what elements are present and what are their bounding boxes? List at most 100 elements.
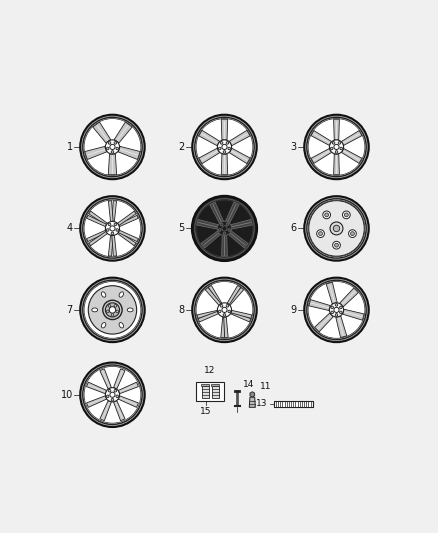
Text: 15: 15: [200, 407, 212, 416]
Polygon shape: [118, 215, 138, 227]
Polygon shape: [210, 202, 223, 223]
Circle shape: [114, 304, 117, 307]
Circle shape: [228, 310, 230, 313]
Polygon shape: [227, 286, 240, 304]
Text: 6: 6: [291, 223, 297, 233]
Circle shape: [108, 223, 111, 225]
Circle shape: [308, 118, 365, 175]
Polygon shape: [221, 154, 228, 175]
Text: 7: 7: [67, 305, 73, 315]
Circle shape: [323, 211, 331, 219]
Polygon shape: [89, 211, 107, 225]
Circle shape: [219, 229, 221, 231]
Circle shape: [222, 144, 227, 150]
Polygon shape: [231, 310, 252, 318]
Circle shape: [80, 362, 145, 427]
Circle shape: [308, 200, 365, 257]
Circle shape: [226, 142, 229, 144]
Circle shape: [103, 300, 122, 320]
Circle shape: [335, 304, 338, 306]
Polygon shape: [87, 215, 106, 227]
Circle shape: [222, 226, 227, 231]
Polygon shape: [343, 309, 364, 320]
Polygon shape: [86, 382, 106, 394]
Circle shape: [308, 281, 365, 338]
Polygon shape: [228, 287, 244, 305]
Polygon shape: [224, 317, 228, 338]
Circle shape: [106, 221, 120, 236]
Circle shape: [84, 281, 141, 338]
Circle shape: [106, 395, 109, 398]
Circle shape: [195, 117, 254, 176]
Circle shape: [334, 144, 339, 150]
Circle shape: [220, 142, 223, 144]
Circle shape: [83, 117, 142, 176]
Circle shape: [350, 232, 354, 236]
Circle shape: [83, 365, 142, 424]
Circle shape: [196, 281, 253, 338]
Circle shape: [228, 147, 230, 150]
Circle shape: [223, 313, 226, 316]
Text: 5: 5: [179, 223, 185, 233]
Circle shape: [116, 310, 119, 313]
Polygon shape: [250, 392, 254, 397]
Polygon shape: [199, 148, 219, 164]
Circle shape: [192, 196, 257, 261]
Circle shape: [331, 306, 333, 309]
Circle shape: [330, 147, 333, 150]
Text: 14: 14: [243, 379, 254, 389]
Circle shape: [196, 118, 253, 175]
Circle shape: [335, 243, 339, 247]
Polygon shape: [336, 316, 347, 337]
Polygon shape: [87, 230, 106, 241]
Circle shape: [106, 147, 109, 150]
Circle shape: [108, 390, 111, 392]
Circle shape: [217, 221, 232, 236]
Polygon shape: [229, 231, 248, 248]
Text: 3: 3: [291, 142, 297, 152]
Circle shape: [192, 278, 257, 342]
Circle shape: [226, 223, 229, 225]
Polygon shape: [112, 200, 117, 222]
Polygon shape: [334, 154, 339, 175]
Polygon shape: [108, 200, 113, 222]
Circle shape: [304, 278, 369, 342]
Circle shape: [111, 313, 114, 316]
Polygon shape: [199, 130, 219, 146]
Circle shape: [84, 118, 141, 175]
Text: 10: 10: [60, 390, 73, 400]
Polygon shape: [249, 397, 255, 407]
Circle shape: [195, 280, 254, 340]
Circle shape: [228, 229, 230, 231]
Circle shape: [80, 278, 145, 342]
Circle shape: [114, 142, 117, 144]
Circle shape: [222, 308, 227, 312]
Polygon shape: [221, 317, 225, 338]
Circle shape: [338, 142, 341, 144]
Circle shape: [88, 286, 137, 334]
Polygon shape: [311, 131, 332, 146]
Polygon shape: [108, 154, 117, 175]
Circle shape: [114, 390, 117, 392]
Polygon shape: [112, 236, 117, 256]
Circle shape: [340, 147, 343, 150]
Ellipse shape: [101, 322, 106, 328]
Circle shape: [83, 199, 142, 258]
Text: 1: 1: [67, 142, 73, 152]
Circle shape: [114, 223, 117, 225]
Ellipse shape: [127, 308, 133, 312]
Polygon shape: [108, 236, 113, 256]
Polygon shape: [118, 147, 140, 159]
Polygon shape: [342, 149, 362, 163]
Circle shape: [111, 399, 114, 401]
Circle shape: [332, 241, 340, 249]
Polygon shape: [117, 231, 136, 246]
Circle shape: [108, 304, 111, 307]
Circle shape: [329, 140, 343, 154]
Circle shape: [116, 395, 119, 398]
Polygon shape: [85, 147, 106, 159]
Circle shape: [307, 280, 366, 340]
Circle shape: [226, 304, 229, 307]
Text: 12: 12: [205, 366, 216, 375]
Polygon shape: [230, 148, 250, 164]
